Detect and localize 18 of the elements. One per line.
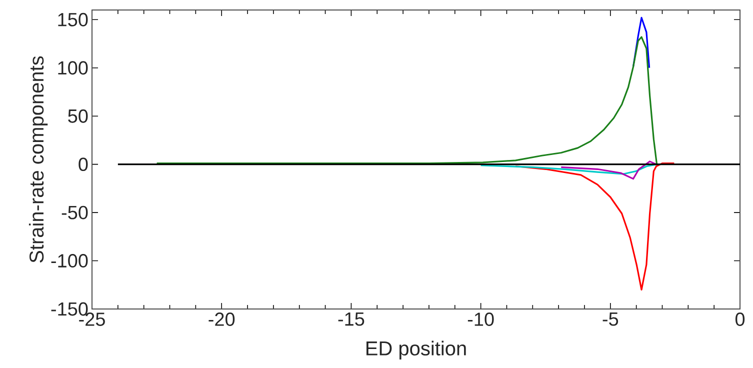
x-tick-label: -5 [602, 312, 618, 326]
x-tick-label: -10 [468, 312, 494, 326]
y-tick-label: 150 [58, 12, 88, 26]
line-series [156, 36, 658, 166]
line-series [560, 160, 658, 180]
y-axis-title: Strain-rate components [28, 56, 48, 263]
x-axis-title: ED position [366, 340, 466, 360]
line-series [632, 16, 650, 69]
line-series [480, 164, 658, 175]
y-tick-label: -100 [51, 254, 88, 268]
x-tick-label: 0 [735, 312, 745, 326]
x-tick-label: -20 [208, 312, 235, 326]
y-tick-label: -50 [62, 206, 88, 220]
y-tick-label: 50 [68, 109, 88, 123]
y-tick-label: 100 [58, 61, 88, 75]
x-tick-label: -15 [338, 312, 364, 326]
line-series [514, 162, 675, 291]
y-tick-label: 0 [78, 158, 88, 172]
